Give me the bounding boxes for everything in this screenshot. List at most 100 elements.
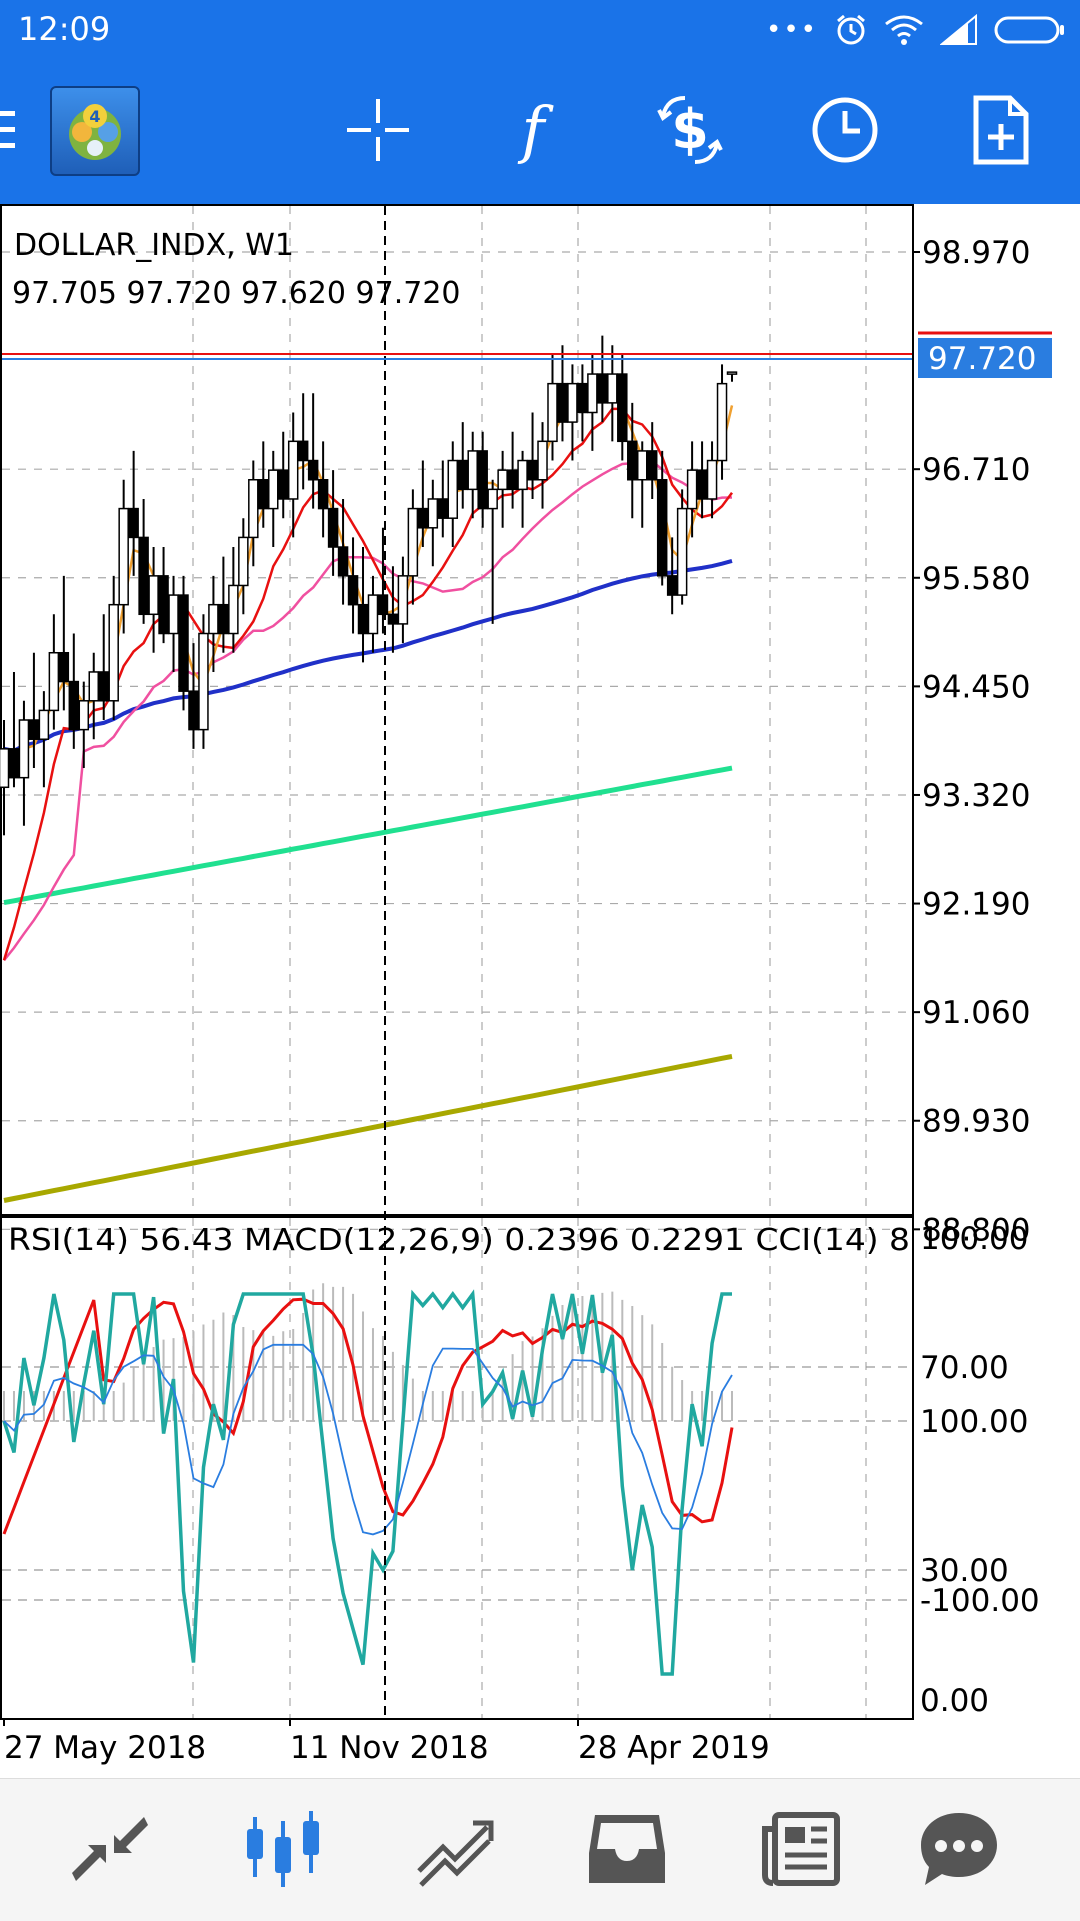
candle-body xyxy=(676,507,688,596)
candle-body xyxy=(417,507,429,529)
menu-button[interactable] xyxy=(0,82,34,178)
candle-body xyxy=(646,450,658,481)
indicators-button[interactable]: f xyxy=(485,82,581,178)
rsi-line xyxy=(2,1297,734,1535)
date-axis-label: 11 Nov 2018 xyxy=(290,1730,489,1766)
candle-body xyxy=(218,603,229,635)
candle-body xyxy=(557,382,568,423)
moving-average-lines xyxy=(2,381,734,1203)
candle-body xyxy=(377,594,389,616)
candle-body xyxy=(48,651,60,712)
app-logo-button[interactable]: 4 xyxy=(50,86,140,176)
svg-text:$: $ xyxy=(671,98,709,161)
candle-body xyxy=(367,594,379,635)
candle-body xyxy=(617,373,628,443)
candle-body xyxy=(307,459,319,481)
candle-body xyxy=(397,575,409,625)
candle-body xyxy=(317,479,329,510)
candle-body xyxy=(517,459,528,491)
status-bar: 12:09 ••• xyxy=(0,0,1080,60)
candle-body xyxy=(686,469,698,510)
date-axis-label: 27 May 2018 xyxy=(4,1730,206,1766)
function-f-icon: f xyxy=(518,95,555,165)
new-order-button[interactable] xyxy=(953,82,1049,178)
candlesticks xyxy=(0,335,738,836)
candle-body xyxy=(467,450,478,491)
candle-body xyxy=(68,680,80,731)
candle-body xyxy=(597,373,608,404)
candle-body xyxy=(607,373,618,404)
battery-icon xyxy=(994,16,1064,44)
notification-dots-icon: ••• xyxy=(765,15,818,45)
candle-body xyxy=(78,700,90,731)
price-axis-label: 93.320 xyxy=(922,778,1030,814)
price-axis-label: 94.450 xyxy=(922,669,1030,705)
candle-body xyxy=(666,575,678,596)
metatrader-logo-icon: 4 xyxy=(69,104,121,160)
candle-body xyxy=(487,488,498,510)
price-chart[interactable]: 97.720 DOLLAR_INDX, W1 97.705 97.720 97.… xyxy=(0,204,1080,1778)
price-axis-label: 92.190 xyxy=(922,887,1030,923)
signal-icon xyxy=(940,14,977,45)
current-price-tag xyxy=(918,338,1052,378)
axis-labels: 98.970 96.710 95.580 94.450 93.320 92.190 91.0… xyxy=(3,235,1040,1766)
crosshair-icon xyxy=(347,99,409,161)
cci-line xyxy=(2,1289,732,1676)
candle-body xyxy=(696,469,708,500)
nav-chart[interactable] xyxy=(228,1799,338,1899)
moving-average-line xyxy=(3,558,733,753)
quotes-arrows-icon xyxy=(72,1817,148,1881)
candle-body xyxy=(507,469,518,491)
timeframe-button[interactable] xyxy=(797,82,893,178)
candle-body xyxy=(18,719,30,779)
candle-body xyxy=(387,613,399,625)
svg-text:4: 4 xyxy=(89,107,100,126)
candle-body xyxy=(347,575,359,606)
svg-text:f: f xyxy=(518,95,555,165)
indicator-axis-label: 30.00 xyxy=(920,1553,1009,1589)
candle-body xyxy=(457,459,468,491)
candle-body xyxy=(627,440,638,481)
trade-button[interactable]: $ xyxy=(642,82,738,178)
candle-body xyxy=(287,440,299,500)
candle-body xyxy=(58,651,70,683)
candle-body xyxy=(238,536,249,587)
candle-body xyxy=(477,450,488,510)
crosshair-button[interactable] xyxy=(330,82,426,178)
chart-area[interactable]: 97.720 DOLLAR_INDX, W1 97.705 97.720 97.… xyxy=(0,204,1080,1778)
candle-body xyxy=(716,382,728,462)
candle-body xyxy=(547,382,558,443)
current-price-label: 97.720 xyxy=(928,341,1036,377)
candle-body xyxy=(706,459,718,500)
inbox-tray-icon xyxy=(589,1815,665,1883)
indicator-axis-label: 70.00 xyxy=(920,1350,1009,1386)
candle-body xyxy=(297,440,309,462)
candle-body xyxy=(268,469,279,510)
candle-body xyxy=(447,459,459,519)
nav-quotes[interactable] xyxy=(55,1799,165,1899)
dollar-exchange-icon: $ xyxy=(657,96,723,164)
nav-trade[interactable] xyxy=(400,1799,510,1899)
nav-history[interactable] xyxy=(572,1799,682,1899)
date-axis-label: 28 Apr 2019 xyxy=(578,1730,770,1766)
candle-body xyxy=(8,748,20,779)
candle-body xyxy=(427,498,439,529)
bottom-navigation xyxy=(0,1778,1080,1921)
indicator-axis-label: -100.00 xyxy=(920,1583,1040,1619)
newspaper-icon xyxy=(762,1812,840,1886)
candle-body xyxy=(228,584,239,635)
alarm-icon xyxy=(837,14,865,45)
candle-body xyxy=(88,671,100,702)
candle-body xyxy=(357,603,369,635)
clock-icon xyxy=(812,97,878,163)
candle-body xyxy=(537,440,548,481)
candle-body xyxy=(158,575,169,635)
nav-chat[interactable] xyxy=(904,1799,1014,1899)
candle-body xyxy=(108,603,119,702)
nav-news[interactable] xyxy=(746,1799,856,1899)
candle-body xyxy=(277,469,289,500)
toolbar: 4 f $ xyxy=(0,60,1080,204)
moving-average-line xyxy=(3,459,733,962)
candle-body xyxy=(118,507,129,606)
indicator-panel-frame xyxy=(0,1216,914,1720)
